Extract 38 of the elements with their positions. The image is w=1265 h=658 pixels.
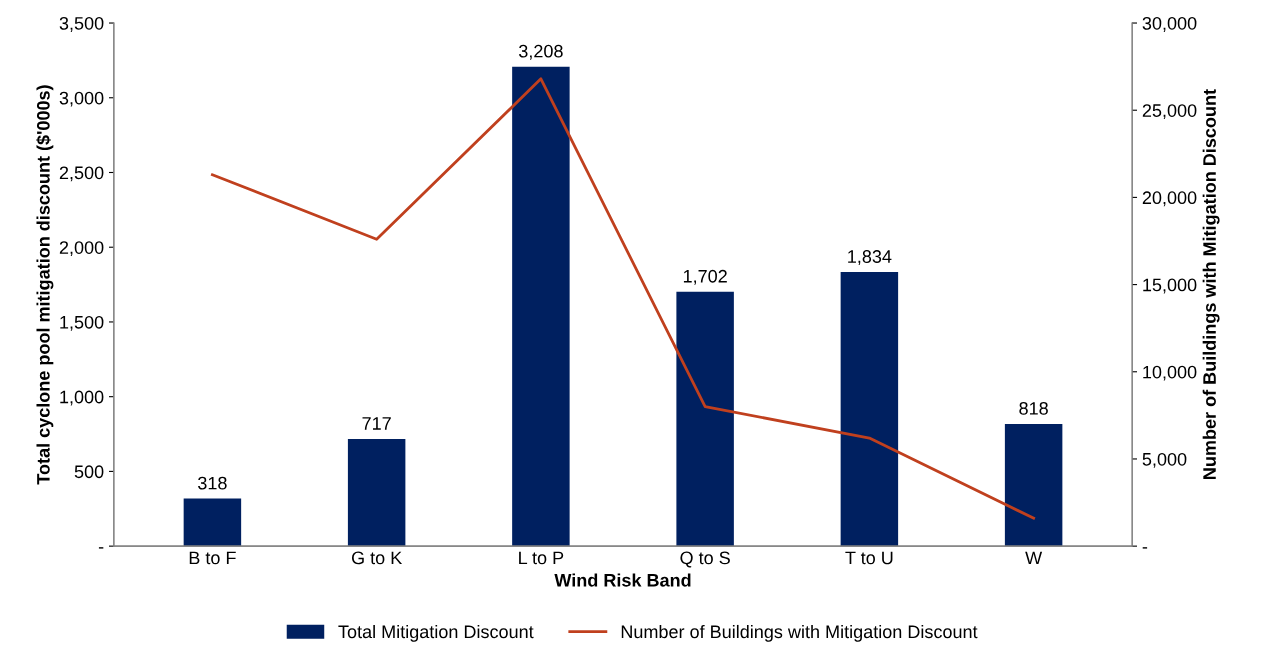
y2-tick-label: - bbox=[1142, 547, 1148, 549]
legend-label: Total Mitigation Discount bbox=[338, 624, 534, 642]
data-label: 818 bbox=[1019, 401, 1048, 415]
data-label: 1,834 bbox=[848, 250, 892, 266]
bar bbox=[512, 66, 570, 547]
y2-tick-label: 15,000 bbox=[1143, 278, 1197, 294]
x-tick-label: G to K bbox=[351, 551, 403, 565]
data-label: 717 bbox=[362, 417, 391, 430]
y-tick-label: - bbox=[98, 547, 104, 549]
bar bbox=[347, 438, 406, 547]
y-tick-label: 1,500 bbox=[60, 315, 104, 331]
y-tick-label: 3,500 bbox=[59, 16, 104, 32]
y2-axis-title: Number of Buildings with Mitigation Discount bbox=[1202, 89, 1220, 479]
x-tick-label: W bbox=[1025, 551, 1043, 565]
y2-tick-label: 20,000 bbox=[1142, 191, 1197, 207]
x-tick-label: Q to S bbox=[680, 551, 730, 568]
y-tick-label: 1,000 bbox=[60, 390, 104, 406]
y-tick-label: 2,000 bbox=[59, 241, 104, 257]
y-tick-label: 500 bbox=[74, 465, 104, 479]
data-label: 3,208 bbox=[518, 44, 563, 60]
y2-tick-label: 25,000 bbox=[1142, 104, 1197, 120]
y-tick-label: 3,000 bbox=[59, 91, 104, 107]
bar bbox=[676, 291, 734, 547]
bar bbox=[1004, 423, 1063, 547]
legend-label: Number of Buildings with Mitigation Discount bbox=[621, 624, 978, 642]
x-axis-title: Wind Risk Band bbox=[554, 573, 691, 587]
y-tick-label: 2,500 bbox=[59, 166, 104, 182]
bar bbox=[183, 498, 242, 547]
y2-tick-label: 10,000 bbox=[1143, 365, 1197, 381]
x-tick-label: L to P bbox=[519, 551, 564, 565]
x-tick-label: T to U bbox=[845, 551, 893, 565]
data-label: 318 bbox=[198, 476, 227, 490]
bar bbox=[840, 272, 899, 547]
y2-tick-label: 30,000 bbox=[1142, 16, 1197, 32]
x-tick-label: B to F bbox=[189, 551, 236, 565]
data-label: 1,702 bbox=[683, 269, 727, 285]
y2-tick-label: 5,000 bbox=[1142, 452, 1187, 468]
y-axis-title: Total cyclone pool mitigation discount ($'000s) bbox=[36, 85, 54, 485]
